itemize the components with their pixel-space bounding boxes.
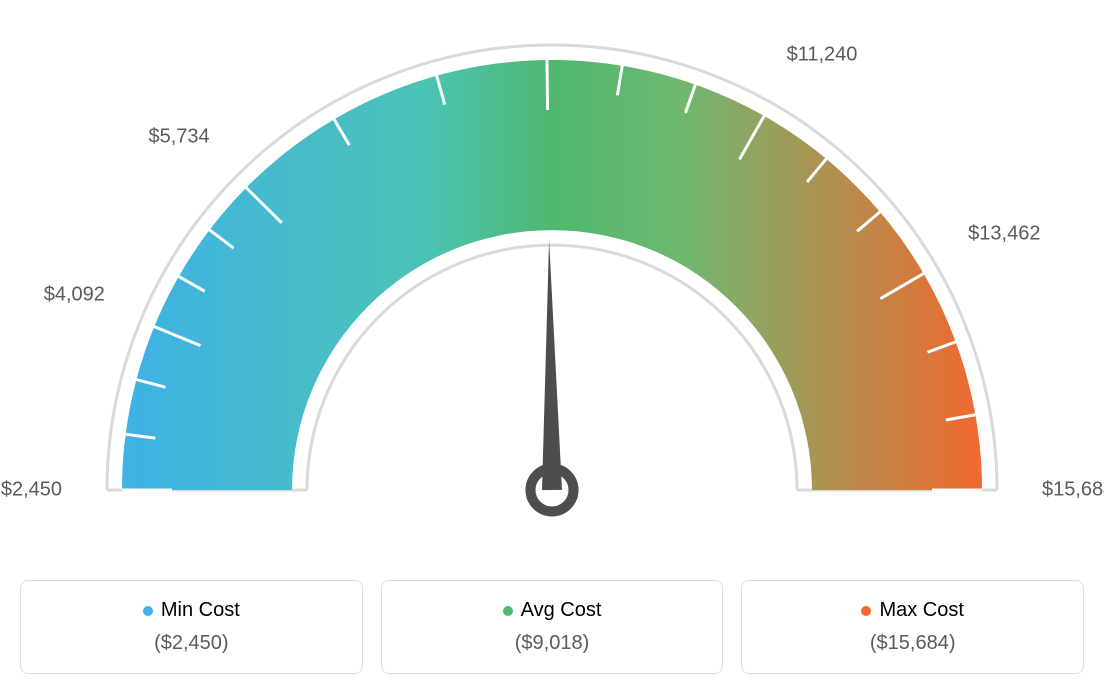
legend-title-min: Min Cost: [31, 599, 352, 622]
legend-row: Min Cost ($2,450) Avg Cost ($9,018) Max …: [20, 580, 1084, 674]
gauge-tick-label: $13,462: [968, 223, 1040, 246]
legend-card-avg: Avg Cost ($9,018): [381, 580, 724, 674]
legend-title-max: Max Cost: [752, 599, 1073, 622]
legend-dot-max: [861, 606, 871, 616]
legend-label-min: Min Cost: [161, 599, 240, 622]
gauge-tick-label: $15,684: [1042, 479, 1104, 502]
legend-label-max: Max Cost: [879, 599, 963, 622]
legend-title-avg: Avg Cost: [392, 599, 713, 622]
legend-value-min: ($2,450): [31, 632, 352, 655]
gauge-tick-label: $2,450: [1, 479, 62, 502]
legend-value-avg: ($9,018): [392, 632, 713, 655]
legend-card-max: Max Cost ($15,684): [741, 580, 1084, 674]
gauge-area: $2,450$4,092$5,734$9,018$11,240$13,462$1…: [20, 20, 1084, 560]
gauge-tick-label: $5,734: [148, 125, 209, 148]
legend-dot-avg: [503, 606, 513, 616]
legend-dot-min: [143, 606, 153, 616]
cost-gauge-chart: $2,450$4,092$5,734$9,018$11,240$13,462$1…: [20, 20, 1084, 674]
legend-label-avg: Avg Cost: [521, 599, 602, 622]
legend-card-min: Min Cost ($2,450): [20, 580, 363, 674]
gauge-tick-label: $11,240: [787, 43, 858, 66]
gauge-tick-label: $4,092: [44, 283, 105, 306]
gauge-svg: [20, 20, 1084, 560]
legend-value-max: ($15,684): [752, 632, 1073, 655]
